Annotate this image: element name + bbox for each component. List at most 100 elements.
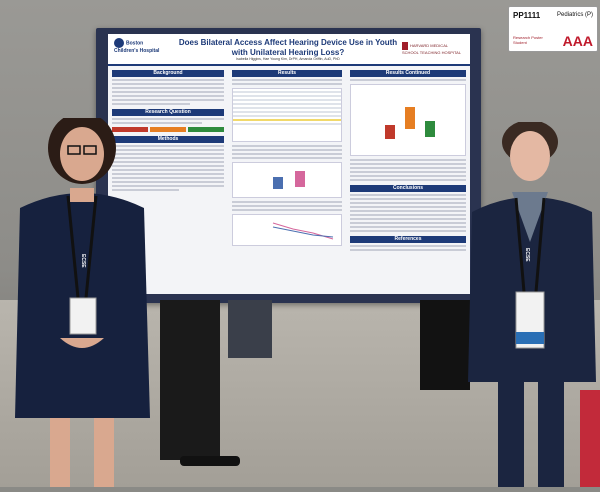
red-bag — [580, 390, 600, 487]
text-line — [350, 175, 466, 177]
text-line — [232, 157, 342, 159]
box-pink — [295, 171, 305, 187]
glasses-right — [83, 145, 97, 155]
presenter-left-figure — [15, 112, 150, 487]
shirt — [512, 192, 548, 242]
text-line — [232, 145, 342, 147]
text-line — [350, 163, 466, 165]
face — [60, 127, 104, 181]
text-line — [350, 206, 466, 208]
harvard-logo: HARVARD MEDICAL SCHOOL TEACHING HOSPITAL — [402, 42, 462, 55]
section-references: References — [350, 236, 466, 243]
presenter-right-figure — [468, 120, 596, 487]
text-line — [350, 249, 466, 251]
research-poster: Boston Children's Hospital Does Bilatera… — [108, 34, 470, 294]
harvard-logo-text: HARVARD MEDICAL SCHOOL TEACHING HOSPITAL — [402, 43, 462, 55]
section-background: Background — [112, 70, 224, 77]
text-line — [112, 189, 180, 191]
lanyard-text-right: ECSE — [524, 248, 530, 262]
lanyard-left — [66, 195, 80, 299]
hospital-logo-icon — [114, 38, 124, 48]
background-person-right-legs — [420, 300, 470, 390]
poster-category: Pediatrics (P) — [556, 12, 593, 18]
poster-column-left: Background Research Question Methods — [112, 70, 224, 193]
text-line — [112, 91, 224, 93]
badge-ribbon — [516, 332, 544, 344]
text-line — [112, 99, 224, 101]
text-line — [112, 157, 224, 159]
text-line — [112, 122, 202, 124]
poster-number-sign: PP1111 Pediatrics (P) Research Poster St… — [508, 6, 598, 52]
figure-boxplot-small — [232, 162, 342, 198]
poster-note-line2: Student — [513, 40, 527, 45]
navy-blazer — [468, 197, 596, 382]
text-line — [350, 226, 466, 228]
section-research-question: Research Question — [112, 109, 224, 116]
leg-left — [50, 418, 70, 487]
text-line — [350, 194, 466, 196]
face — [510, 131, 550, 181]
legend-marginal — [150, 127, 186, 132]
category-legend — [112, 127, 224, 132]
figure-boxplot-categories — [350, 84, 466, 156]
presenter-right: ECSE — [468, 120, 598, 487]
legend-high — [188, 127, 224, 132]
hospital-logo-text: Boston Children's Hospital — [114, 40, 160, 54]
text-line — [112, 103, 191, 105]
poster-authors: Isabella Higgins, Hae Young Kim, DrPH, A… — [236, 57, 340, 61]
poster-title: Does Bilateral Access Affect Hearing Dev… — [178, 38, 398, 57]
presenter-left: ECSE — [10, 112, 160, 487]
table-row — [233, 103, 341, 105]
text-line — [350, 198, 466, 200]
table-row — [233, 115, 341, 117]
text-line — [232, 201, 342, 203]
text-line — [112, 181, 224, 183]
text-line — [350, 202, 466, 204]
lanyard-right — [84, 195, 98, 299]
harvard-shield-icon — [402, 42, 408, 50]
text-line — [112, 165, 224, 167]
section-methods: Methods — [112, 136, 224, 143]
text-line — [112, 173, 224, 175]
text-line — [350, 230, 466, 232]
text-line — [112, 95, 224, 97]
section-results: Results — [232, 70, 342, 77]
neck — [70, 188, 94, 202]
line-chart-svg — [272, 222, 334, 240]
text-line — [232, 149, 342, 151]
table-row — [233, 107, 341, 109]
text-line — [112, 153, 224, 155]
table-row-highlight — [233, 119, 341, 121]
text-line — [350, 218, 466, 220]
text-line — [350, 245, 466, 247]
series-line-2 — [272, 226, 334, 238]
glasses-left — [67, 145, 81, 155]
grade-mark: AAA — [562, 33, 593, 49]
trouser-right — [538, 382, 564, 487]
text-line — [232, 79, 342, 81]
table-row — [233, 91, 341, 93]
text-line — [112, 161, 224, 163]
table-row — [233, 99, 341, 101]
text-line — [232, 83, 342, 85]
results-table — [232, 88, 342, 142]
text-line — [350, 210, 466, 212]
text-line — [350, 79, 466, 81]
section-conclusions: Conclusions — [350, 185, 466, 192]
poster-note: Research Poster Student — [513, 35, 543, 45]
leg-right — [94, 418, 114, 487]
box-red — [385, 125, 395, 139]
name-badge — [69, 297, 97, 335]
poster-column-middle: Results — [232, 70, 342, 249]
text-line — [350, 159, 466, 161]
lanyard-right — [534, 197, 546, 293]
box-green — [425, 121, 435, 137]
text-line — [350, 222, 466, 224]
text-line — [112, 118, 224, 120]
background-person-shoes — [180, 456, 240, 466]
text-line — [232, 209, 342, 211]
text-line — [112, 145, 224, 147]
background-person-legs — [160, 300, 220, 460]
figure-line-chart — [232, 214, 342, 246]
text-line — [112, 185, 224, 187]
